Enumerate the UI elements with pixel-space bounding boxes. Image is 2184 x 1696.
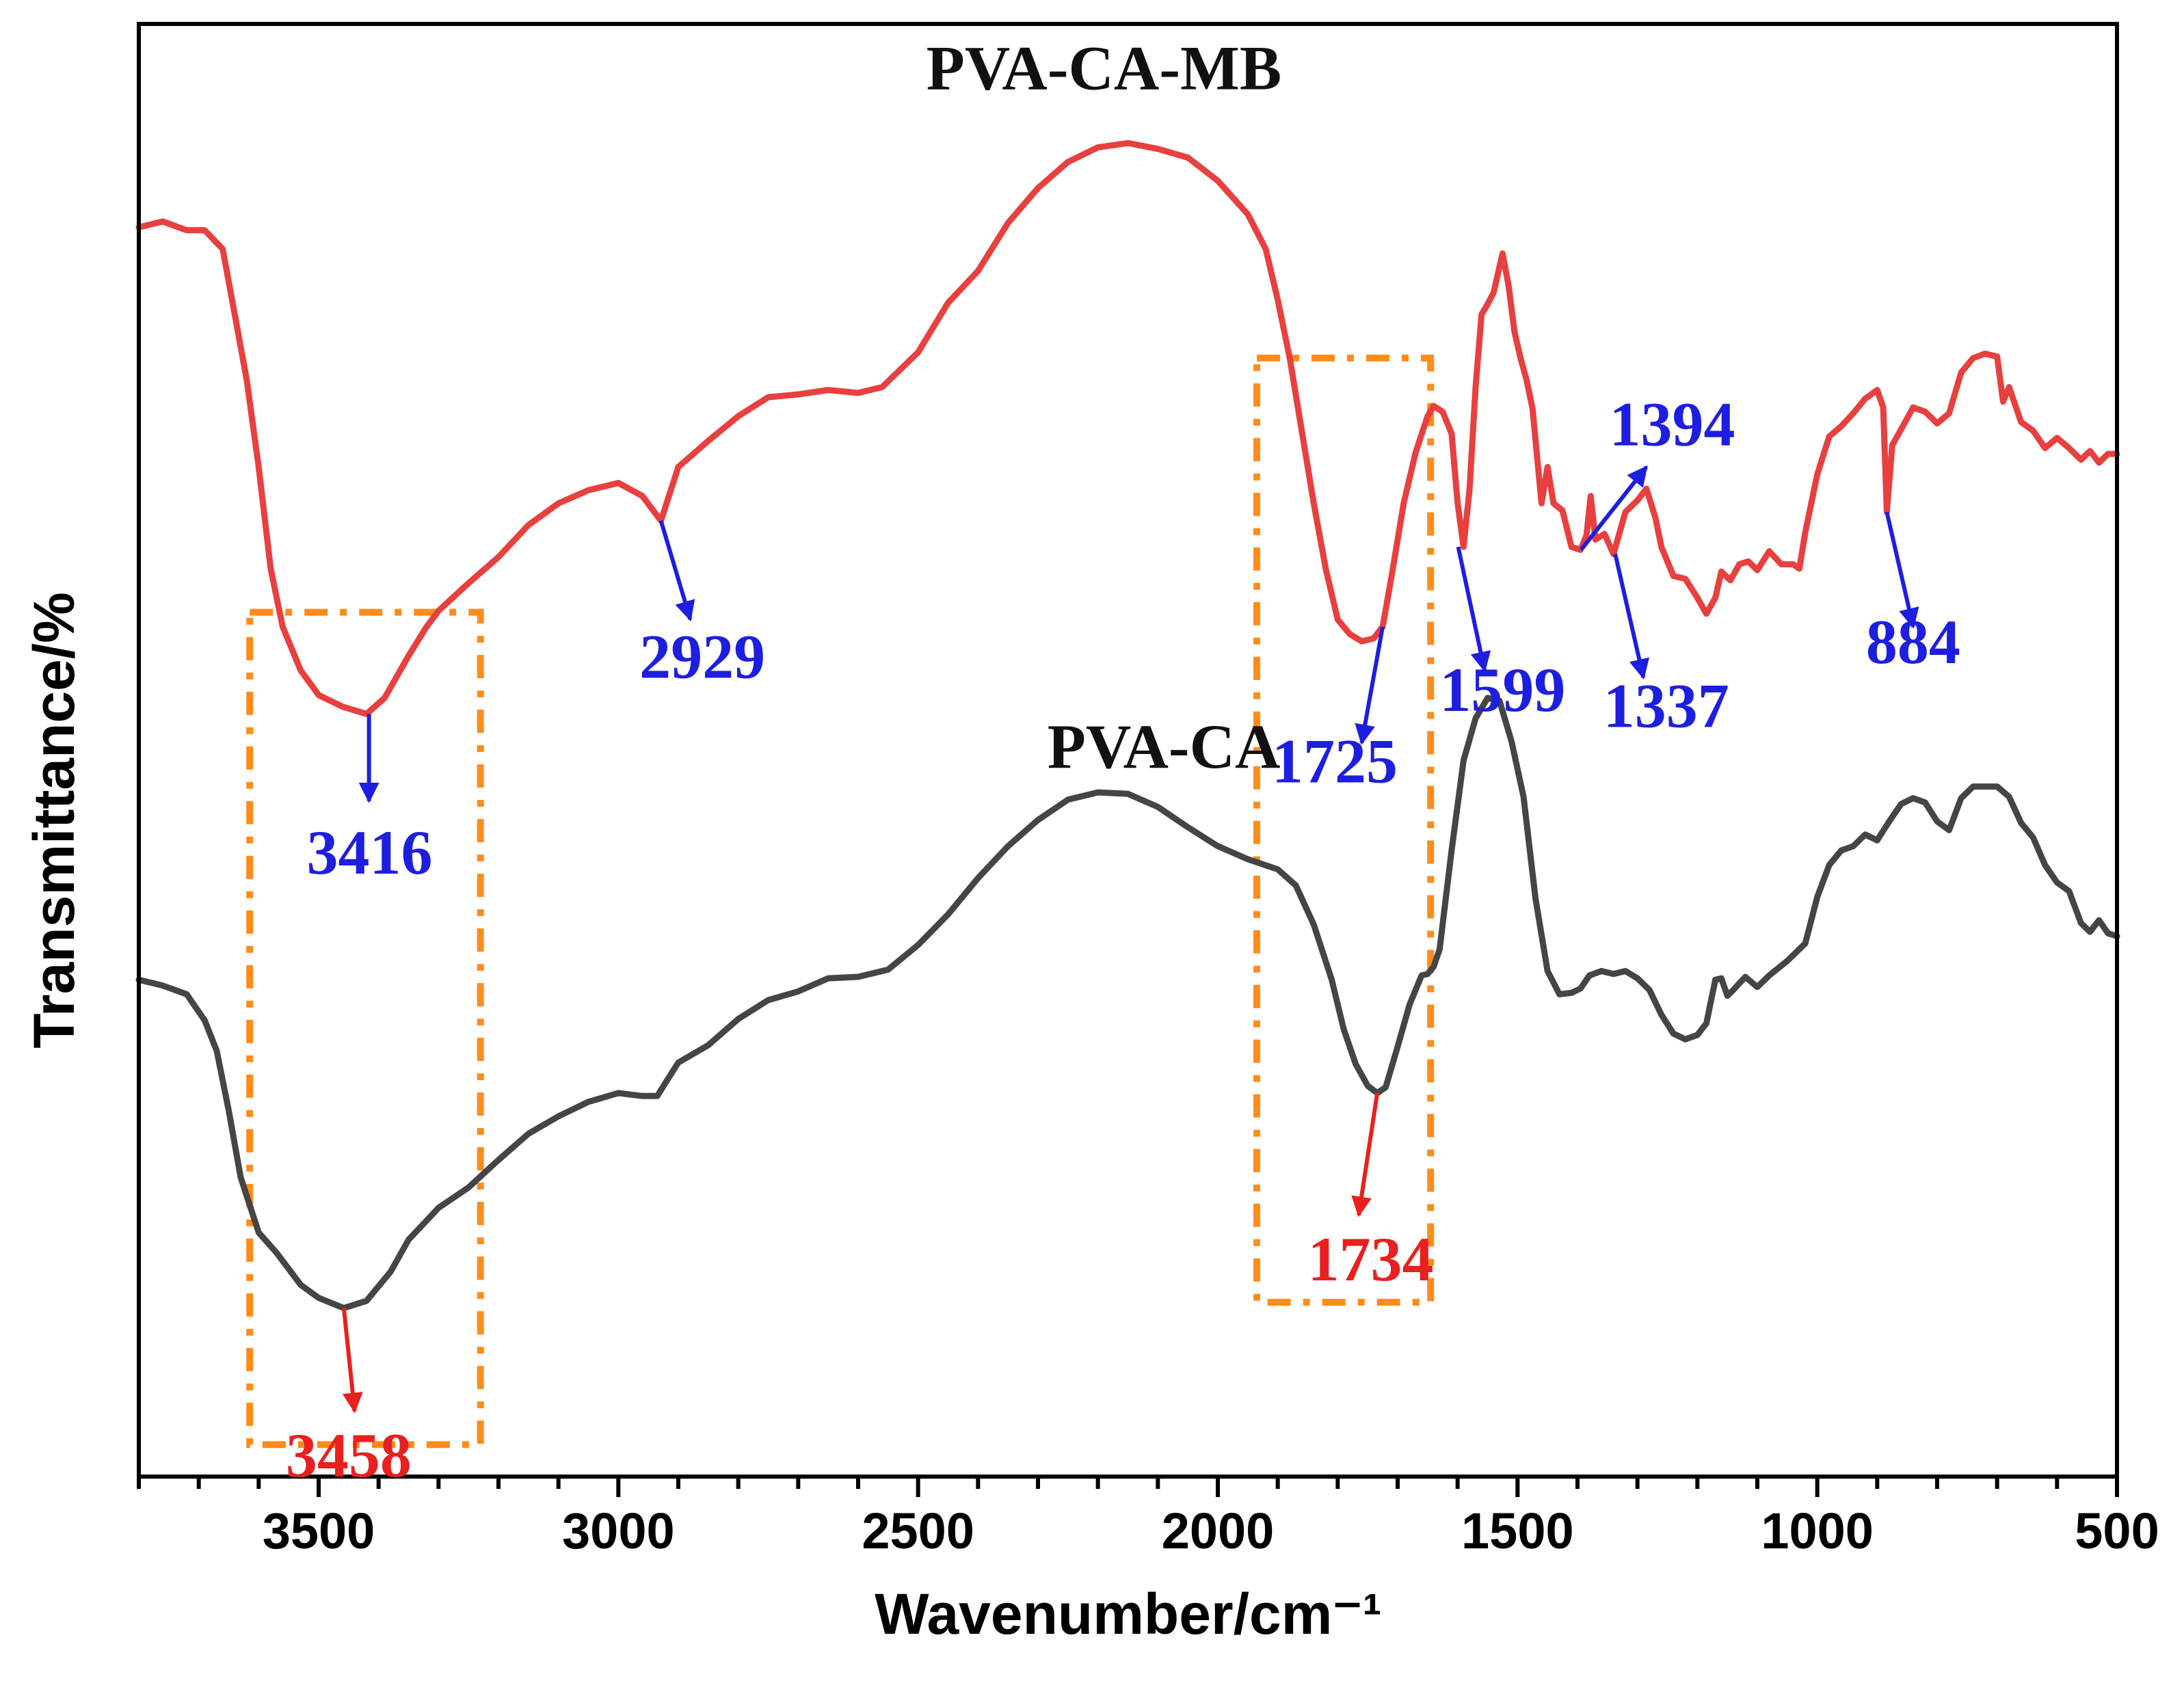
- y-axis-title: Transmittance/%: [22, 592, 86, 1049]
- x-tick-label: 2500: [862, 1503, 974, 1559]
- peak-arrow: [1613, 553, 1650, 680]
- x-tick-label: 500: [2075, 1503, 2159, 1559]
- peak-label: 3416: [307, 818, 433, 887]
- plot-frame: [137, 22, 2119, 1479]
- x-axis-title: Wavenumber/cm⁻¹: [875, 1582, 1381, 1646]
- peak-arrow: [1885, 511, 1919, 629]
- peak-arrow: [1351, 1092, 1380, 1217]
- peak-annotations: 3416 2929 1725 1599 1394 1337 884 3458 1734: [286, 389, 1960, 1490]
- peak-label: 3458: [286, 1421, 412, 1490]
- peak-arrow: [1579, 465, 1649, 552]
- peak-label: 1337: [1603, 671, 1729, 741]
- peak-arrow: [1355, 626, 1385, 745]
- highlight-boxes: [246, 354, 1435, 1449]
- peak-label: 1734: [1308, 1224, 1434, 1294]
- peak-label: 1394: [1610, 389, 1735, 459]
- peak-label: 2929: [639, 621, 765, 691]
- x-axis-ticks: 3500 3000 2500 2000 1500 1000 500: [137, 1477, 2159, 1559]
- peak-arrow: [1456, 546, 1491, 673]
- peak-label: 1599: [1439, 655, 1565, 725]
- highlight-box-2: [1253, 354, 1435, 1306]
- x-tick-label: 3500: [263, 1503, 375, 1559]
- series-labels: PVA-CA-MB PVA-CA: [927, 33, 1282, 781]
- peak-label: 884: [1866, 607, 1960, 677]
- x-tick-label: 3000: [562, 1503, 675, 1559]
- series-line-pva-ca-mb: [135, 139, 2120, 717]
- peak-arrow: [658, 520, 695, 622]
- x-tick-label: 1500: [1461, 1503, 1574, 1559]
- series-label: PVA-CA-MB: [927, 33, 1282, 103]
- x-tick-label: 2000: [1162, 1503, 1275, 1559]
- series-lines: [135, 139, 2120, 1311]
- peak-arrow: [341, 1308, 363, 1414]
- series-line-pva-ca: [135, 695, 2120, 1311]
- x-tick-label: 1000: [1761, 1503, 1874, 1559]
- series-label: PVA-CA: [1048, 712, 1281, 781]
- highlight-box-1: [246, 608, 484, 1449]
- peak-label: 1725: [1272, 726, 1398, 796]
